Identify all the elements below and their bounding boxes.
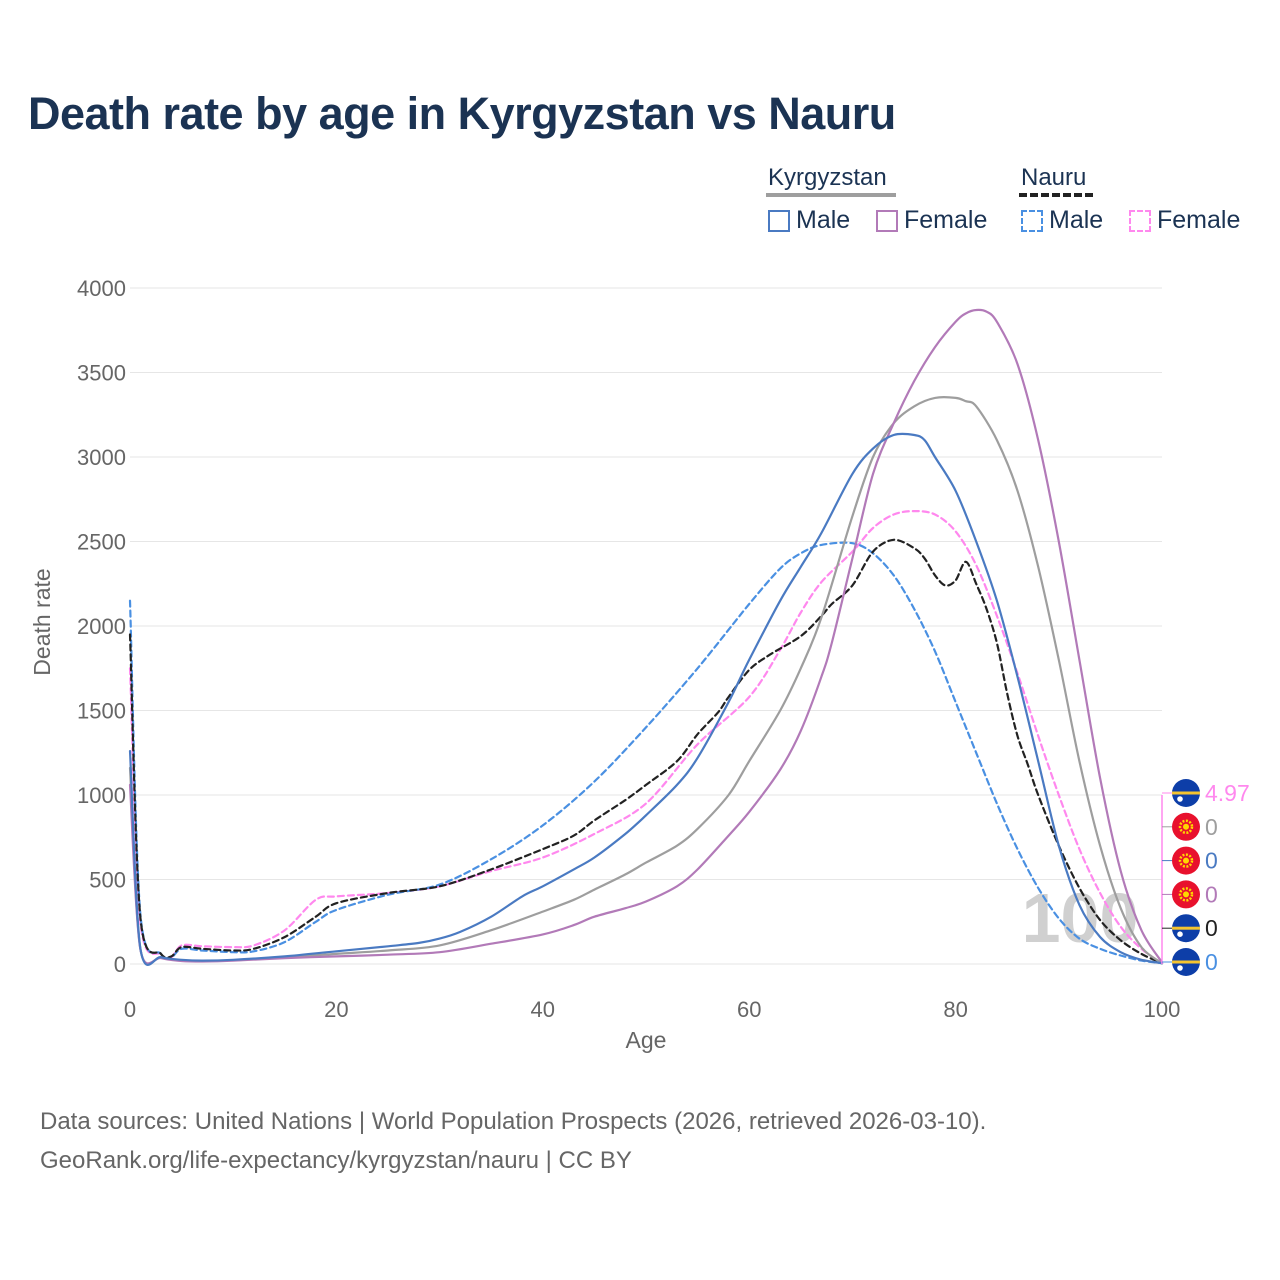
legend-swatch xyxy=(1129,209,1151,232)
nauru-flag-star xyxy=(1177,965,1183,971)
end-label-value: 0 xyxy=(1205,915,1218,941)
series-line-nauru xyxy=(128,538,1164,965)
grid xyxy=(130,287,1162,965)
y-tick-4000: 4000 xyxy=(77,276,126,301)
legend-swatch xyxy=(876,209,898,232)
kyrgyzstan-flag-sun-core xyxy=(1183,891,1189,898)
series-line-kyrgyzstan-female xyxy=(128,308,1164,965)
kyrgyzstan-flag-sun-core xyxy=(1183,857,1189,864)
kyrgyzstan-flag-sun xyxy=(1178,887,1194,902)
x-tick-100: 100 xyxy=(1144,997,1181,1022)
y-tick-3000: 3000 xyxy=(77,445,126,470)
series-lines xyxy=(128,308,1164,966)
y-tick-1000: 1000 xyxy=(77,783,126,808)
y-tick-500: 500 xyxy=(89,868,126,893)
y-tick-0: 0 xyxy=(114,952,126,977)
chart-title: Death rate by age in Kyrgyzstan vs Nauru xyxy=(28,88,896,139)
end-label-value: 0 xyxy=(1205,949,1218,975)
end-label-value: 4.97 xyxy=(1205,780,1250,806)
legend-swatch xyxy=(1021,209,1043,232)
x-tick-labels: 0 20 40 60 80 100 xyxy=(124,997,1180,1022)
legend-swatch xyxy=(768,209,790,232)
legend-item-nauru-male[interactable]: Male xyxy=(1021,206,1103,235)
y-axis-label: Death rate xyxy=(29,568,55,675)
legend-label: Female xyxy=(1157,206,1241,234)
source-line-1: Data sources: United Nations | World Pop… xyxy=(40,1108,987,1135)
x-tick-60: 60 xyxy=(737,997,761,1022)
nauru-flag-stripe xyxy=(1172,926,1200,930)
end-label-value: 0 xyxy=(1205,881,1218,907)
nauru-flag-star xyxy=(1177,796,1183,802)
legend-item-nauru-female[interactable]: Female xyxy=(1129,206,1240,235)
series-line-nauru-male xyxy=(128,541,1164,965)
legend-label: Female xyxy=(904,206,988,234)
end-labels: 4.97 0 0 0 0 0 xyxy=(1161,779,1250,976)
legend-line-nauru xyxy=(1019,193,1093,197)
legend-label: Male xyxy=(796,206,851,234)
kyrgyzstan-flag-sun xyxy=(1178,853,1194,868)
x-tick-80: 80 xyxy=(943,997,967,1022)
legend-group-nauru[interactable]: Nauru xyxy=(1021,164,1087,191)
kyrgyzstan-flag-sun-core xyxy=(1183,823,1189,830)
end-label-value: 0 xyxy=(1205,814,1218,840)
x-axis-label: Age xyxy=(626,1027,667,1053)
legend-group-kyrgyzstan[interactable]: Kyrgyzstan xyxy=(768,164,887,191)
nauru-flag-star xyxy=(1177,931,1183,937)
y-tick-2000: 2000 xyxy=(77,614,126,639)
x-tick-0: 0 xyxy=(124,997,136,1022)
legend-line-kyrgyzstan xyxy=(766,193,896,197)
series-line-nauru-female xyxy=(128,510,1164,965)
y-tick-1500: 1500 xyxy=(77,699,126,724)
end-label-value: 0 xyxy=(1205,848,1218,874)
y-tick-3500: 3500 xyxy=(77,361,126,386)
x-tick-20: 20 xyxy=(324,997,348,1022)
series-line-kyrgyzstan-male xyxy=(128,432,1164,966)
legend-label: Male xyxy=(1049,206,1104,234)
legend-item-kyrgyzstan-male[interactable]: Male xyxy=(768,206,850,235)
source-line-2: GeoRank.org/life-expectancy/kyrgyzstan/n… xyxy=(40,1147,632,1174)
y-tick-2500: 2500 xyxy=(77,530,126,555)
x-tick-40: 40 xyxy=(531,997,555,1022)
nauru-flag-stripe xyxy=(1172,960,1200,964)
nauru-flag-stripe xyxy=(1172,791,1200,795)
legend-item-kyrgyzstan-female[interactable]: Female xyxy=(876,206,987,235)
kyrgyzstan-flag-sun xyxy=(1178,819,1194,835)
y-tick-labels: 0 500 1000 1500 2000 2500 3000 3500 4000 xyxy=(77,276,126,977)
